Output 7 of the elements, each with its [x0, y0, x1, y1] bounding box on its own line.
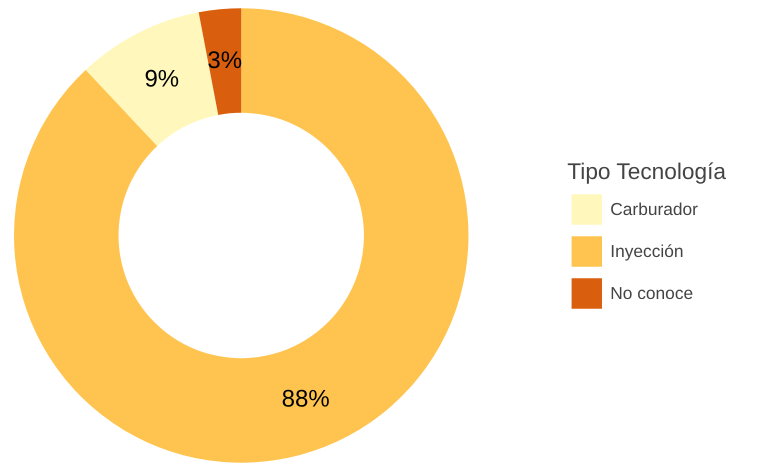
legend-label: No conoce [610, 282, 694, 304]
data-label: 88% [282, 386, 330, 413]
data-label: 9% [144, 65, 180, 92]
data-label: 3% [207, 46, 242, 74]
legend-title: Tipo Tecnología [567, 158, 726, 185]
legend-label: Inyección [610, 240, 684, 262]
legend-label: Carburador [610, 198, 698, 220]
